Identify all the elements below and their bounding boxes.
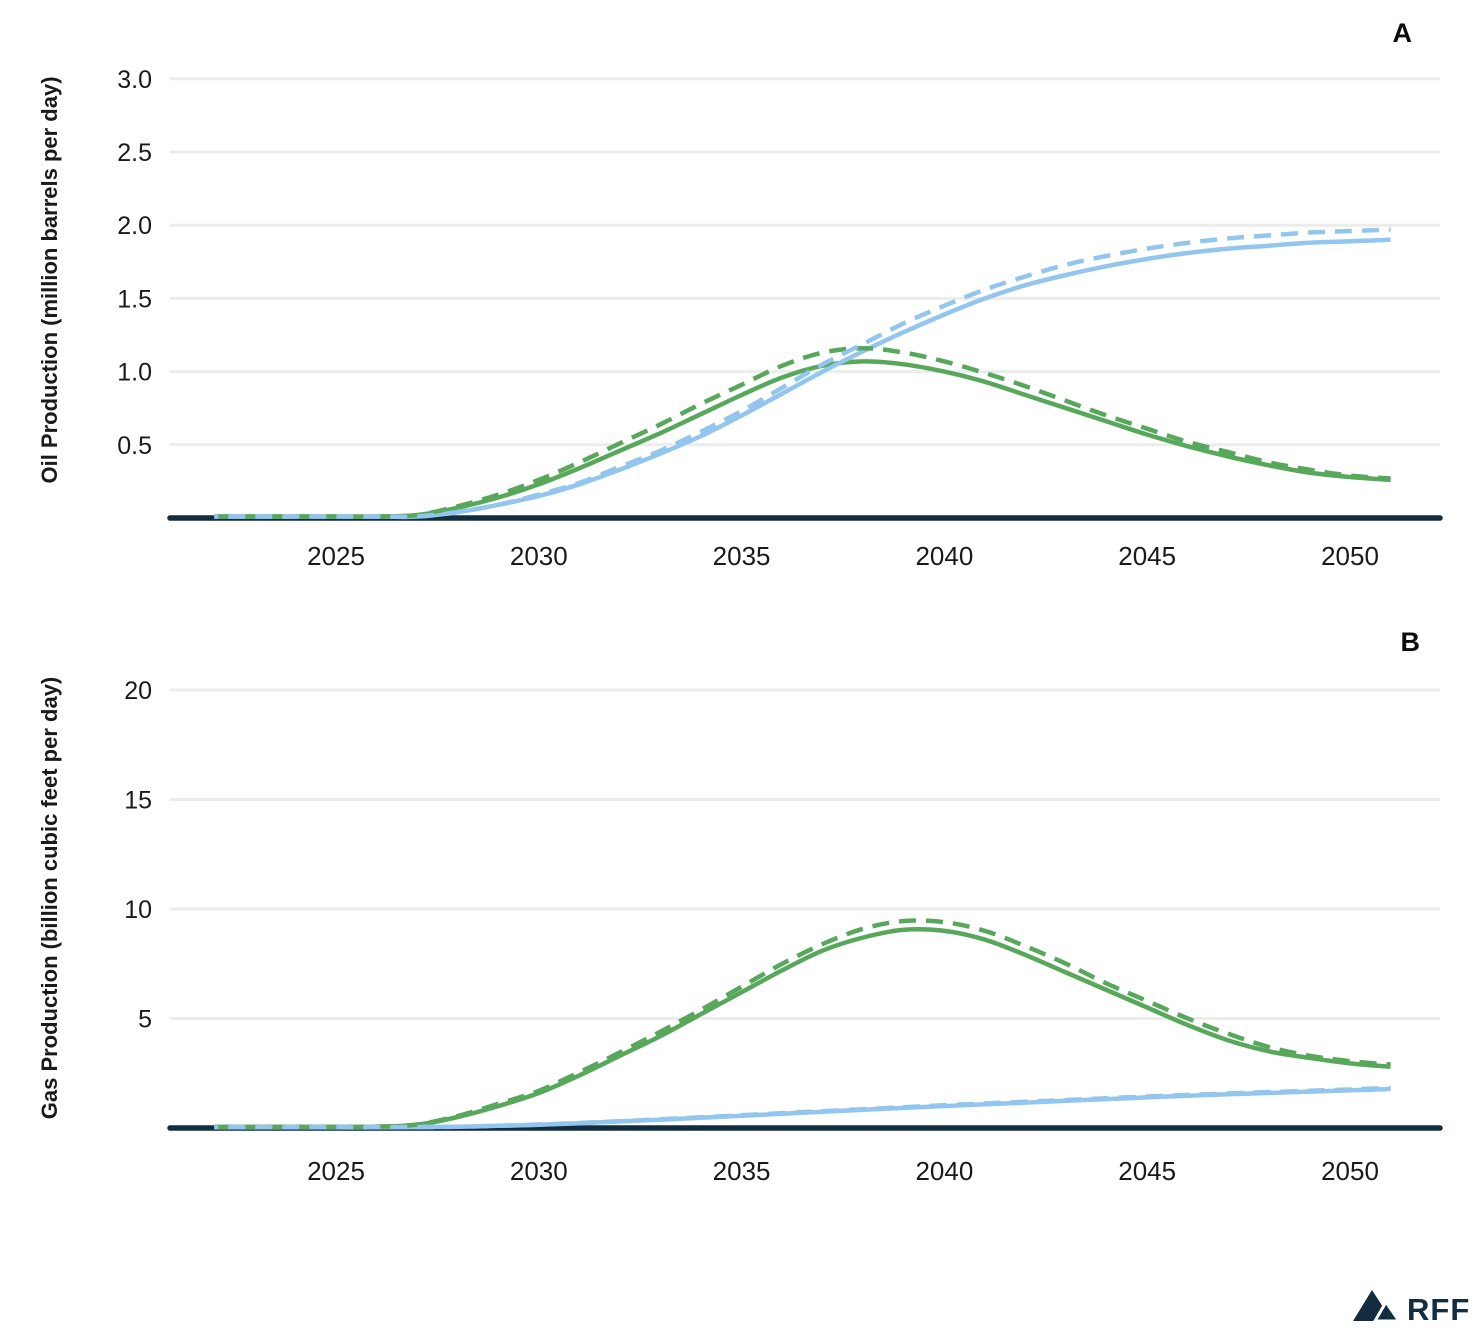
- y-tick-label: 1.0: [117, 359, 152, 387]
- series-onshore-125-line: [214, 345, 1391, 519]
- panel-letter: A: [1393, 18, 1413, 48]
- y-tick-label: 10: [124, 896, 152, 924]
- x-tick-label: 2040: [915, 541, 973, 571]
- x-tick-label: 2025: [307, 1156, 365, 1186]
- y-tick-label: 2.0: [117, 212, 152, 240]
- x-tick-label: 2030: [510, 1156, 568, 1186]
- rff-logo-text: RFF: [1407, 1292, 1470, 1327]
- series-offshore-125-line: [214, 227, 1391, 520]
- x-tick-label: 2050: [1321, 541, 1379, 571]
- x-tick-label: 2040: [915, 1156, 973, 1186]
- x-tick-label: 2030: [510, 541, 568, 571]
- y-axis-title: Gas Production (billion cubic feet per d…: [37, 677, 62, 1120]
- x-tick-label: 2035: [713, 1156, 771, 1186]
- y-tick-label: 20: [124, 677, 152, 705]
- x-tick-label: 2050: [1321, 1156, 1379, 1186]
- y-tick-label: 2.5: [117, 139, 152, 167]
- x-tick-label: 2045: [1118, 541, 1176, 571]
- x-tick-label: 2035: [713, 541, 771, 571]
- y-tick-label: 0.5: [117, 432, 152, 460]
- series-onshore-125-line: [214, 918, 1391, 1130]
- panel-A: 0.5 1.0 1.5 2.0 2.5 3.0 Oil Production (millio…: [37, 18, 1443, 571]
- x-tick-label: 2025: [307, 541, 365, 571]
- rff-logo: RFF: [1350, 1283, 1470, 1327]
- y-tick-label: 3.0: [117, 66, 152, 94]
- y-tick-label: 5: [138, 1006, 152, 1034]
- y-axis-title: Oil Production (million barrels per day): [37, 76, 62, 483]
- y-tick-label: 1.5: [117, 285, 152, 313]
- x-tick-label: 2045: [1118, 1156, 1176, 1186]
- chart-legend: Onshore Offshore Business as Usual: 16.6…: [0, 1232, 1480, 1332]
- rff-logo-mountain-small: [1372, 1299, 1402, 1323]
- panel-letter: B: [1401, 627, 1421, 657]
- series-offshore-125-line: [214, 1085, 1391, 1130]
- panel-B: 5 10 15 20 Gas Production (billion cubic fee…: [37, 627, 1443, 1186]
- y-tick-label: 15: [124, 787, 152, 815]
